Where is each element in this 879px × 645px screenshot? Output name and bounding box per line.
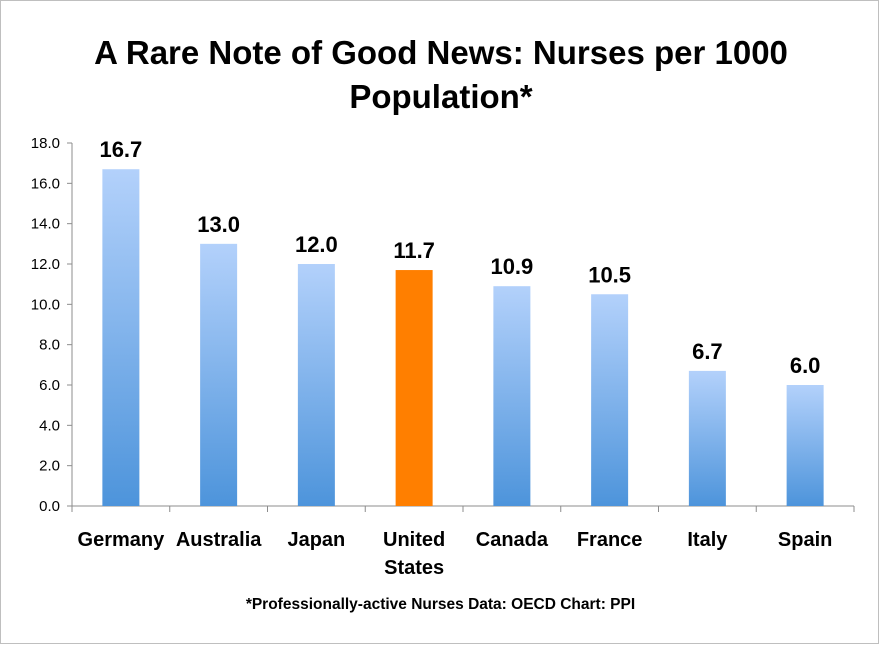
y-tick-label: 18.0 <box>31 135 60 152</box>
bar-france <box>591 294 629 506</box>
labels: 16.7 Germany 13.0 Australia 12.0 Japan 11.7 Uni… <box>78 137 833 579</box>
data-label: 13.0 <box>197 212 240 237</box>
data-label: 10.9 <box>490 254 533 279</box>
x-category-label: Canada <box>476 529 549 551</box>
bar-canada <box>493 286 531 506</box>
data-label: 6.0 <box>790 353 821 378</box>
axes: 0.0 2.0 4.0 6.0 8.0 10.0 12.0 14.0 16.0 18.0 <box>31 135 855 515</box>
x-category-label: Spain <box>778 529 832 551</box>
y-tick-label: 8.0 <box>39 337 60 354</box>
bar-italy <box>688 370 726 506</box>
x-category-label: Australia <box>176 529 262 551</box>
bar-germany <box>102 169 140 506</box>
y-tick-label: 12.0 <box>31 256 60 273</box>
bar-japan <box>297 264 335 506</box>
data-label: 12.0 <box>295 232 338 257</box>
y-tick-label: 6.0 <box>39 377 60 394</box>
chart-title: A Rare Note of Good News: Nurses per 100… <box>94 34 788 115</box>
bars <box>102 169 824 507</box>
y-tick-label: 10.0 <box>31 296 60 313</box>
y-tick-label: 14.0 <box>31 216 60 233</box>
y-tick-label: 0.0 <box>39 498 60 515</box>
data-label: 16.7 <box>99 137 142 162</box>
x-category-label: Italy <box>687 529 728 551</box>
data-label: 10.5 <box>588 262 631 287</box>
x-category-label: United States <box>383 529 445 579</box>
bar-spain <box>786 385 824 506</box>
y-tick-label: 16.0 <box>31 175 60 192</box>
data-label: 6.7 <box>692 339 723 364</box>
bar-australia <box>200 243 238 507</box>
y-tick-label: 4.0 <box>39 417 60 434</box>
y-tick-label: 2.0 <box>39 458 60 475</box>
bar-united-states <box>395 270 433 506</box>
x-category-label: Japan <box>287 529 345 551</box>
data-label: 11.7 <box>393 238 435 263</box>
x-category-label: Germany <box>78 529 166 551</box>
x-category-label: France <box>577 529 643 551</box>
chart-footnote: *Professionally-active Nurses Data: OECD… <box>245 596 636 613</box>
